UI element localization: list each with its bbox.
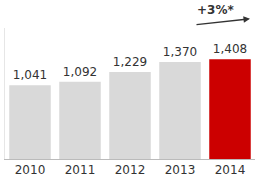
svg-text:1,092: 1,092 [63, 65, 97, 79]
svg-text:1,408: 1,408 [213, 42, 247, 56]
svg-text:2013: 2013 [165, 163, 196, 177]
svg-text:1,370: 1,370 [163, 45, 197, 59]
svg-text:2011: 2011 [65, 163, 96, 177]
svg-text:1,229: 1,229 [113, 55, 147, 69]
svg-text:2012: 2012 [115, 163, 146, 177]
svg-text:1,041: 1,041 [13, 68, 47, 82]
svg-text:+3%*: +3%* [197, 3, 234, 17]
svg-text:2010: 2010 [15, 163, 46, 177]
svg-text:2014: 2014 [215, 163, 246, 177]
